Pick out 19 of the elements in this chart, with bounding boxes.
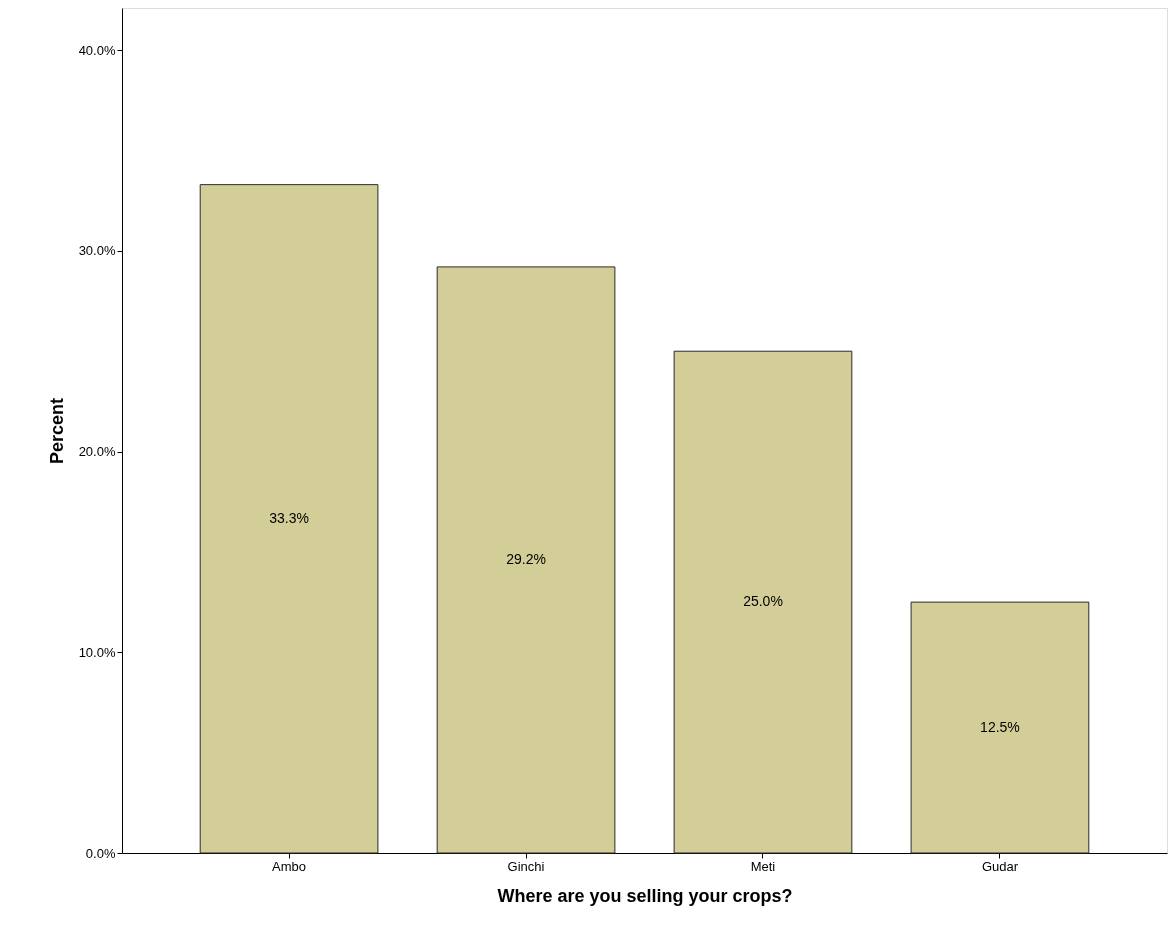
data-label: 29.2% [506, 550, 546, 567]
y-tick-label: 40.0% [78, 42, 116, 58]
x-tick-label: Gudar [981, 858, 1019, 874]
bar [436, 266, 616, 854]
y-tick-label: 30.0% [78, 243, 116, 259]
y-axis-title: Percent [46, 397, 67, 465]
bar [199, 184, 379, 854]
y-tick-label: 0.0% [85, 845, 116, 861]
y-tick-label: 20.0% [78, 444, 116, 460]
y-tick-label: 10.0% [78, 644, 116, 660]
data-label: 12.5% [980, 718, 1020, 735]
bar [673, 350, 853, 854]
x-axis-title: Where are you selling your crops? [497, 885, 793, 906]
data-label: 33.3% [269, 509, 309, 526]
x-tick-label: Meti [750, 858, 776, 874]
bar [910, 601, 1090, 854]
x-tick-label: Ginchi [507, 858, 545, 874]
x-tick-label: Ambo [272, 858, 307, 874]
data-label: 25.0% [743, 593, 783, 610]
